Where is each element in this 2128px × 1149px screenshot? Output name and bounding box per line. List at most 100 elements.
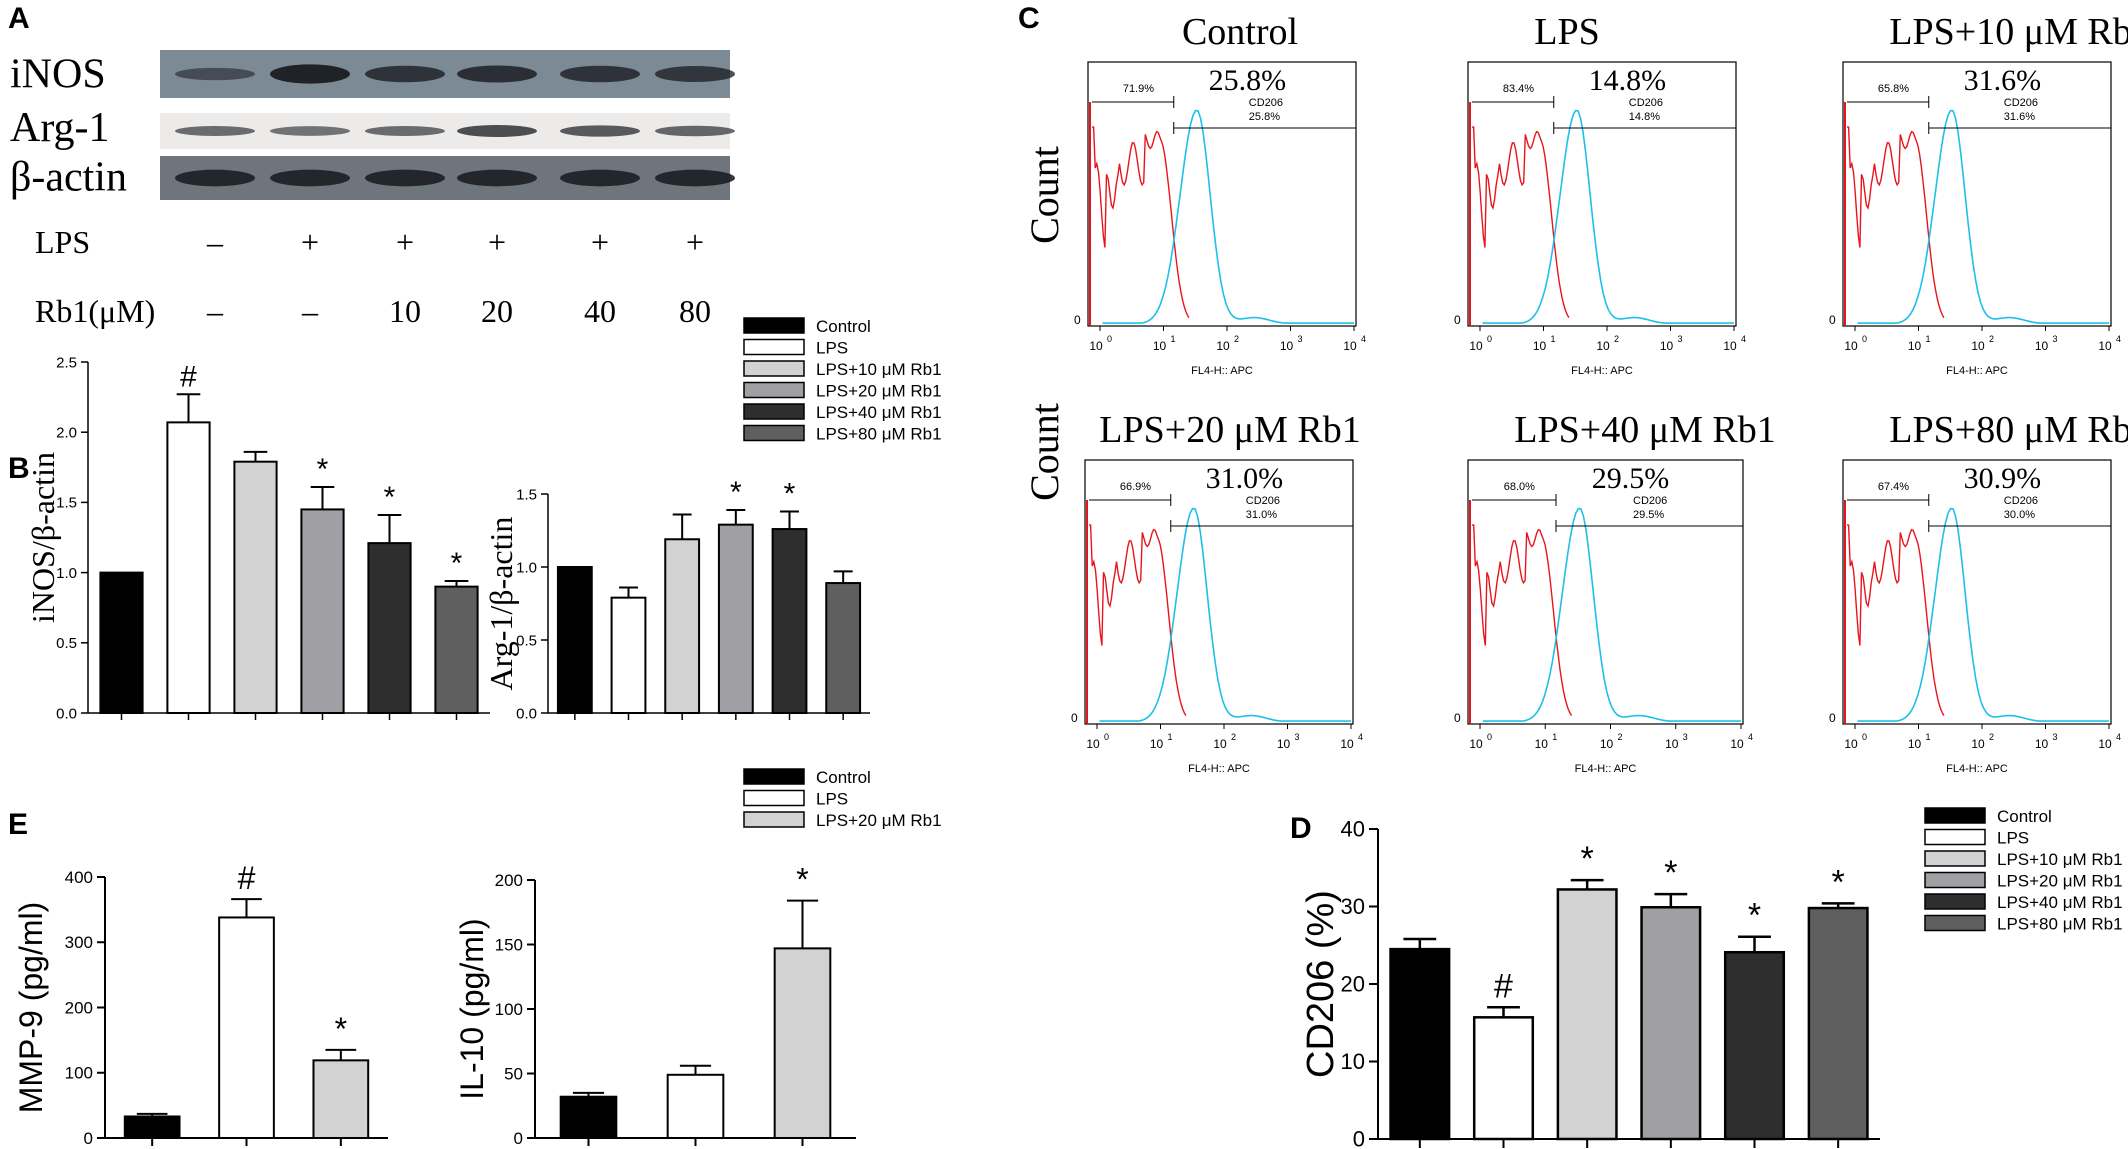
- x-tick-label: 10: [2035, 339, 2049, 353]
- legend-label: LPS+10 μM Rb1: [1997, 850, 2123, 869]
- count-axis-label: Count: [1022, 146, 1067, 244]
- x-axis-label: FL4-H:: APC: [1946, 763, 2008, 775]
- bar: [664, 538, 701, 715]
- bar: [1807, 906, 1869, 1141]
- x-tick-exponent: 2: [1234, 334, 1239, 344]
- x-tick-label: 10: [1844, 339, 1858, 353]
- count-axis-label: Count: [1022, 403, 1067, 501]
- bar: [1556, 888, 1618, 1141]
- lps-value: –: [206, 224, 224, 260]
- bar: [123, 1115, 181, 1140]
- chart-mmp9: 0 100 200 300 400 # * MMP-9 (pg/ml): [13, 860, 388, 1148]
- gate-right-pct: 31.0%: [1246, 509, 1277, 521]
- blot-band: [457, 65, 537, 83]
- cd206-curve: [1857, 507, 2109, 722]
- histogram-big-pct: 14.8%: [1589, 64, 1667, 97]
- rb1-value: 40: [584, 293, 616, 329]
- cd206-curve: [1102, 109, 1354, 324]
- x-axis-label: FL4-H:: APC: [1191, 365, 1253, 377]
- x-tick-exponent: 1: [1926, 334, 1931, 344]
- bar: [312, 1059, 370, 1140]
- histogram-title: LPS+80 μM Rb1: [1889, 409, 2128, 451]
- x-tick-label: 10: [1280, 339, 1294, 353]
- legend-swatch: [1924, 871, 1986, 889]
- x-tick-label: 10: [1469, 339, 1483, 353]
- x-tick-label: 10: [1469, 737, 1483, 751]
- legend-swatch: [743, 338, 805, 356]
- histogram-big-pct: 29.5%: [1592, 462, 1670, 495]
- marker-label: CD206: [1246, 495, 1280, 507]
- western-blot-panel: iNOS Arg-1β-actin LPS Rb1(μM) – + + + + + – – 10 20 40…: [10, 50, 735, 329]
- x-tick-label: 10: [1596, 339, 1610, 353]
- lps-value: +: [301, 224, 319, 260]
- significance-mark: #: [180, 360, 197, 393]
- lps-value: +: [686, 224, 704, 260]
- gate-left-pct: 67.4%: [1878, 481, 1909, 493]
- x-tick-exponent: 1: [1551, 334, 1556, 344]
- blot-band: [175, 169, 255, 187]
- significance-mark: #: [238, 860, 256, 896]
- y-tick-label: 1.0: [56, 565, 77, 582]
- x-tick-label: 10: [2098, 339, 2112, 353]
- blot-band: [175, 67, 255, 81]
- legend-panel-e: Control LPS LPS+20 μM Rb1: [743, 768, 942, 830]
- cd206-curve: [1482, 507, 1741, 722]
- legend-label: LPS+40 μM Rb1: [1997, 893, 2123, 912]
- x-tick-exponent: 4: [1741, 334, 1746, 344]
- x-tick-label: 10: [1277, 737, 1291, 751]
- gate-left-pct: 66.9%: [1120, 481, 1151, 493]
- x-tick-exponent: 1: [1552, 732, 1557, 742]
- histogram-title: LPS+20 μM Rb1: [1099, 409, 1360, 451]
- gate-right-pct: 31.6%: [2004, 111, 2035, 123]
- x-tick-exponent: 0: [1487, 732, 1492, 742]
- x-tick-label: 10: [1723, 339, 1737, 353]
- x-tick-label: 10: [1971, 737, 1985, 751]
- bar: [218, 916, 275, 1140]
- histogram-title: LPS+40 μM Rb1: [1514, 409, 1775, 451]
- legend-swatch: [1924, 807, 1986, 824]
- x-tick-exponent: 2: [1618, 732, 1623, 742]
- x-tick-exponent: 0: [1862, 732, 1867, 742]
- x-tick-label: 10: [1844, 737, 1858, 751]
- x-tick-exponent: 4: [1361, 334, 1366, 344]
- gate-right-pct: 30.0%: [2004, 509, 2035, 521]
- x-axis-label: FL4-H:: APC: [1188, 763, 1250, 775]
- x-tick-exponent: 3: [2053, 732, 2058, 742]
- blot-band: [365, 125, 445, 137]
- histogram-title: LPS: [1534, 11, 1599, 53]
- legend-swatch: [743, 381, 805, 399]
- x-tick-exponent: 3: [1295, 732, 1300, 742]
- significance-mark: *: [1664, 854, 1677, 892]
- y-tick-label: 0: [1829, 711, 1836, 725]
- bar: [825, 582, 862, 714]
- gate-right-pct: 14.8%: [1629, 111, 1660, 123]
- bar: [610, 596, 647, 714]
- y-tick-label: 1.0: [516, 559, 537, 576]
- panel-label-d: D: [1290, 812, 1312, 845]
- significance-mark: *: [317, 453, 329, 486]
- blot-band: [365, 65, 445, 83]
- histogram-big-pct: 25.8%: [1209, 64, 1287, 97]
- x-tick-exponent: 4: [2116, 334, 2121, 344]
- legend-swatch: [1924, 850, 1986, 867]
- y-tick-label: 20: [1341, 972, 1365, 997]
- cd206-curve: [1857, 109, 2109, 324]
- y-axis-label: iNOS/β-actin: [25, 452, 61, 623]
- y-tick-label: 2.5: [56, 354, 77, 371]
- marker-label: CD206: [1629, 97, 1663, 109]
- x-tick-label: 10: [1600, 737, 1614, 751]
- x-tick-exponent: 0: [1104, 732, 1109, 742]
- legend-label: LPS: [816, 339, 848, 358]
- y-tick-label: 0: [1454, 313, 1461, 327]
- bar: [99, 571, 144, 714]
- y-tick-label: 0.5: [516, 632, 537, 649]
- histogram-frame: [1842, 61, 2112, 327]
- y-tick-label: 0: [84, 1129, 93, 1148]
- legend-label: LPS+40 μM Rb1: [816, 403, 942, 422]
- histogram-frame: [1467, 459, 1744, 725]
- legend-swatch: [1924, 828, 1986, 846]
- bar: [666, 1073, 725, 1140]
- legend-label: LPS+80 μM Rb1: [1997, 915, 2123, 934]
